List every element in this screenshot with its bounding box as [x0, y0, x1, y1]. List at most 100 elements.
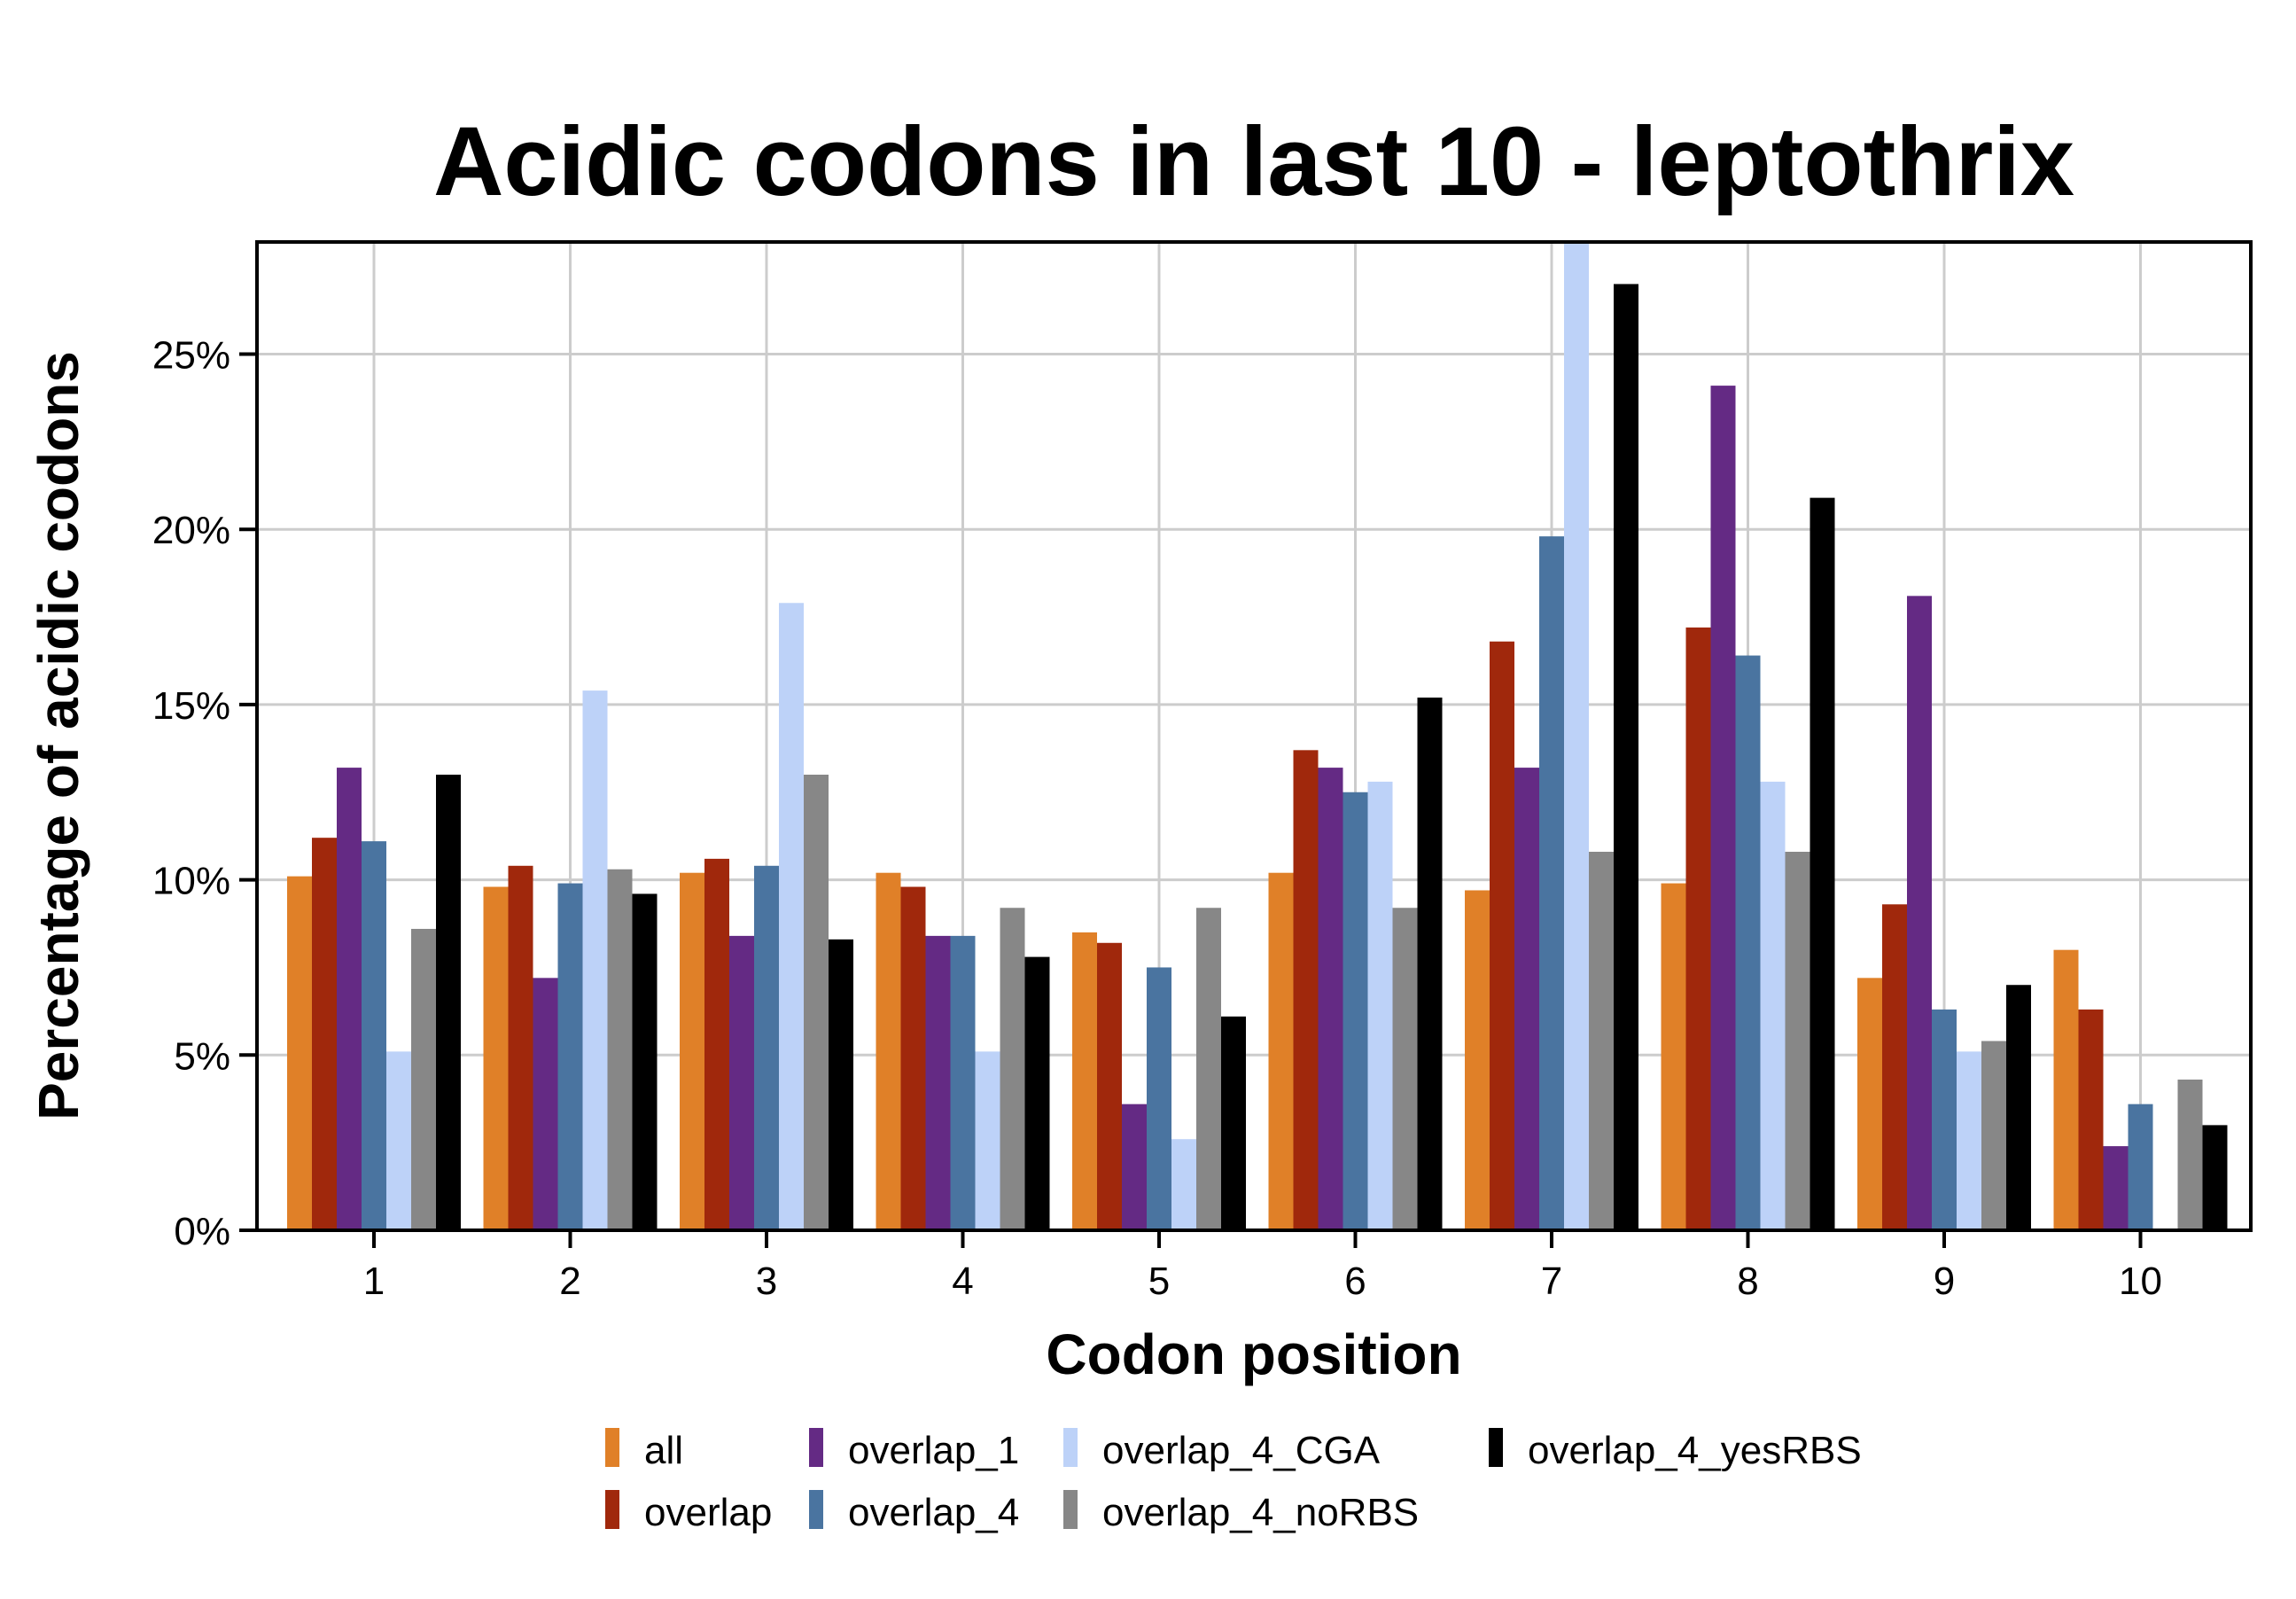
bar-overlap_1-4: [925, 935, 951, 1230]
bar-overlap_4-1: [362, 841, 386, 1230]
plot-frame: [255, 240, 2253, 1232]
bar-all-7: [1465, 890, 1490, 1230]
y-tick-label: 15%: [152, 684, 230, 728]
bar-overlap_4_noRBS-6: [1392, 908, 1418, 1230]
bar-overlap_1-7: [1514, 768, 1539, 1230]
bar-overlap_4-10: [2128, 1104, 2153, 1230]
bar-overlap_4_CGA-1: [386, 1051, 411, 1230]
bar-overlap_4_yesRBS-10: [2202, 1125, 2228, 1230]
y-axis-label: Percentage of acidic codons: [27, 351, 90, 1120]
bar-all-1: [287, 876, 312, 1230]
legend-swatch-overlap_1: [809, 1428, 823, 1467]
x-tick-label: 2: [559, 1260, 580, 1303]
bar-overlap_4_CGA-3: [779, 603, 804, 1230]
bar-overlap_4_CGA-7: [1564, 242, 1589, 1230]
bar-overlap_4_noRBS-4: [1000, 908, 1025, 1230]
bar-overlap_4_yesRBS-9: [2006, 985, 2031, 1230]
legend-swatch-overlap_4: [809, 1490, 823, 1529]
chart-title: Acidic codons in last 10 - leptothrix: [433, 107, 2074, 216]
x-tick-label: 10: [2119, 1260, 2162, 1303]
bar-overlap_4-3: [754, 865, 779, 1230]
bar-all-9: [1857, 978, 1882, 1230]
legend-label-overlap: overlap: [644, 1491, 772, 1534]
x-tick-label: 1: [363, 1260, 385, 1303]
legend-swatch-overlap_4_CGA: [1063, 1428, 1078, 1467]
bar-overlap_4-4: [950, 935, 976, 1230]
bar-overlap-8: [1685, 627, 1711, 1230]
bar-overlap_1-8: [1710, 386, 1736, 1230]
bar-overlap_1-9: [1907, 596, 1932, 1230]
bar-overlap-9: [1882, 904, 1907, 1230]
x-tick-label: 3: [756, 1260, 777, 1303]
bar-all-4: [876, 872, 901, 1230]
bar-overlap_4_yesRBS-3: [829, 939, 853, 1230]
bar-overlap_4-8: [1735, 655, 1761, 1230]
bar-overlap_1-3: [729, 935, 754, 1230]
legend-swatch-overlap: [605, 1490, 619, 1529]
bar-overlap_4_CGA-9: [1957, 1051, 1981, 1230]
bar-overlap_4_yesRBS-5: [1221, 1016, 1246, 1230]
bar-overlap_4_noRBS-8: [1785, 851, 1810, 1230]
bar-overlap_4_yesRBS-2: [632, 893, 658, 1230]
x-tick-label: 5: [1148, 1260, 1170, 1303]
bar-overlap_4-5: [1147, 967, 1171, 1230]
bar-overlap_4_CGA-5: [1171, 1139, 1196, 1230]
bar-all-10: [2053, 949, 2079, 1230]
bar-overlap_1-6: [1318, 768, 1343, 1230]
bar-overlap_4_CGA-2: [582, 690, 608, 1230]
y-tick-label: 10%: [152, 860, 230, 903]
bar-overlap_4_CGA-6: [1367, 781, 1393, 1230]
x-tick-label: 8: [1737, 1260, 1758, 1303]
legend-label-overlap_4_yesRBS: overlap_4_yesRBS: [1528, 1429, 1862, 1472]
bar-overlap_4_noRBS-3: [804, 774, 829, 1230]
bar-overlap_4_noRBS-2: [607, 869, 633, 1230]
bar-overlap_1-2: [533, 978, 558, 1230]
bar-overlap-4: [900, 886, 926, 1230]
x-tick-label: 9: [1934, 1260, 1955, 1303]
y-tick-label: 5%: [174, 1034, 230, 1078]
bar-overlap-2: [508, 865, 533, 1230]
bar-overlap_4_yesRBS-7: [1614, 284, 1638, 1231]
bar-overlap_4_noRBS-1: [411, 928, 436, 1230]
bar-overlap_4-2: [557, 883, 583, 1230]
bar-overlap_4_yesRBS-8: [1810, 497, 1835, 1230]
bar-overlap-3: [704, 858, 729, 1230]
bar-overlap_4_noRBS-10: [2177, 1079, 2203, 1230]
bar-overlap_1-10: [2103, 1146, 2129, 1230]
bar-overlap-5: [1097, 942, 1122, 1230]
y-tick-label: 0%: [174, 1210, 230, 1253]
bar-overlap_4-9: [1932, 1009, 1957, 1230]
bar-overlap_4_noRBS-9: [1981, 1041, 2006, 1230]
bar-overlap-10: [2078, 1009, 2104, 1230]
y-tick-label: 20%: [152, 509, 230, 552]
bar-overlap_1-5: [1122, 1104, 1147, 1230]
x-tick-label: 4: [952, 1260, 973, 1303]
bar-overlap_4_yesRBS-1: [436, 774, 461, 1230]
bars: [287, 242, 2228, 1231]
bar-overlap_4_noRBS-7: [1589, 851, 1614, 1230]
legend-swatch-all: [605, 1428, 619, 1467]
legend-swatch-overlap_4_yesRBS: [1489, 1428, 1503, 1467]
bar-overlap_4_CGA-8: [1760, 781, 1786, 1230]
legend-label-all: all: [644, 1429, 683, 1472]
legend-label-overlap_4_CGA: overlap_4_CGA: [1102, 1429, 1381, 1472]
bar-all-3: [680, 872, 704, 1230]
bar-all-5: [1072, 932, 1097, 1230]
bar-all-8: [1661, 883, 1686, 1230]
x-tick-label: 7: [1541, 1260, 1562, 1303]
bar-overlap-7: [1490, 641, 1514, 1230]
y-tick-label: 25%: [152, 334, 230, 378]
bar-overlap_4_noRBS-5: [1196, 908, 1221, 1230]
bar-all-2: [483, 886, 509, 1230]
bar-overlap_4_yesRBS-6: [1417, 698, 1443, 1230]
bar-overlap_1-1: [337, 768, 362, 1230]
x-axis: 1 2 3 4 5 6 7 8 9 10: [363, 1230, 2162, 1303]
bar-overlap-6: [1293, 750, 1319, 1230]
bar-all-6: [1268, 872, 1294, 1230]
x-axis-label: Codon position: [1046, 1322, 1461, 1386]
legend-swatch-overlap_4_noRBS: [1063, 1490, 1078, 1529]
x-tick-label: 6: [1344, 1260, 1366, 1303]
bar-overlap-1: [312, 838, 337, 1230]
bar-overlap_4_yesRBS-4: [1024, 956, 1050, 1230]
